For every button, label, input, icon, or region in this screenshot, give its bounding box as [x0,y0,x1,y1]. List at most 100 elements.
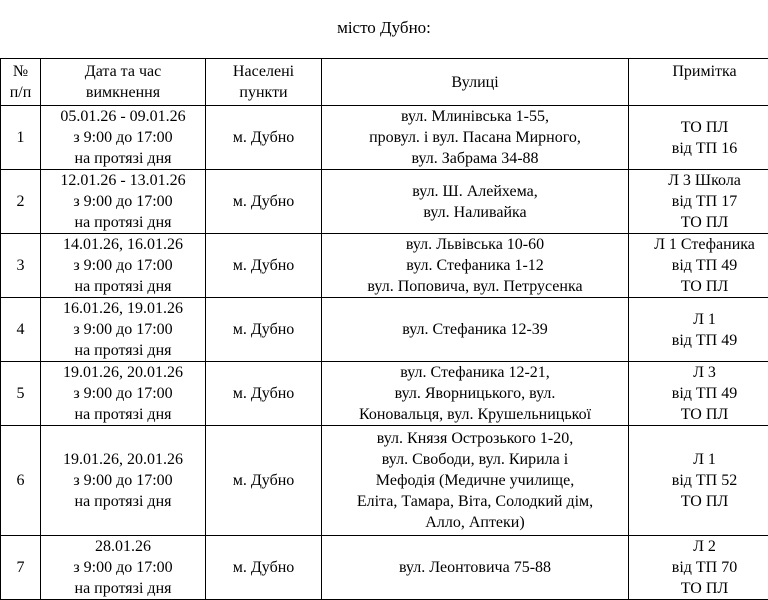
text-line: на протязі дня [74,580,172,597]
streets: вул. Ш. Алейхема, вул. Наливайка [321,169,629,234]
streets: вул. Стефаника 12-21, вул. Яворницького, … [321,361,629,426]
row-number: 3 [0,233,41,298]
settlement: м. Дубно [205,361,322,426]
text-line: з 9:00 до 17:00 [73,559,173,576]
text-line: з 9:00 до 17:00 [73,472,173,489]
text-line: Алло, Аптеки) [425,514,525,531]
text-line: від ТП 49 [671,331,738,349]
text-line: ТО ПЛ [680,214,729,231]
text-line: з 9:00 до 17:00 [73,385,173,402]
table-header-row: № п/п Дата та час вимкнення Населені пункти Ву… [0,58,768,106]
text-line: вул. Львівська 10-60 [405,236,545,253]
text-line: Л 2 [693,538,716,555]
text-line: на протязі дня [74,278,172,295]
streets: вул. Львівська 10-60 вул. Стефаника 1-12 в… [321,233,629,298]
note: Л 1 від ТП 52 ТО ПЛ [628,425,768,536]
text-line: вул. Стефаника 1-12 [406,257,544,274]
text-line: з 9:00 до 17:00 [73,321,173,338]
text-line: на протязі дня [74,214,172,231]
table-row: 4 16.01.26, 19.01.26 з 9:00 до 17:00 на про… [0,297,768,362]
text-line: Л 1 Стефаника [654,236,755,253]
text-line: вул. Наливайка [423,203,527,221]
text-line: на протязі дня [74,406,172,423]
outage-date-time: 19.01.26, 20.01.26 з 9:00 до 17:00 на прот… [40,425,206,536]
text-line: ТО ПЛ [680,580,729,597]
outage-date-time: 16.01.26, 19.01.26 з 9:00 до 17:00 на прот… [40,297,206,362]
text-line: вул. Ш. Алейхема, [412,182,538,200]
text-line: Дата та час [84,63,162,80]
text-line: вул. Млинівська 1-55, [401,108,549,125]
text-line: від ТП 49 [671,385,738,402]
text-line: вул. Свободи, вул. Кирила і [381,451,569,468]
table-row: 7 28.01.26 з 9:00 до 17:00 на протязі дня м.… [0,535,768,600]
text-line: 12.01.26 - 13.01.26 [60,172,186,189]
text-line: Вулиці [451,73,499,91]
text-line: вимкнення [85,84,161,101]
settlement: м. Дубно [205,297,322,362]
streets: вул. Млинівська 1-55, провул. і вул. Паса… [321,105,629,170]
text-line: вул. Поповича, вул. Петрусенка [367,278,583,295]
text-line: Примітка [672,63,737,80]
text-line: вул. Леонтовича 75-88 [398,559,552,576]
text-line: Л 3 [693,364,716,381]
text-line: 05.01.26 - 09.01.26 [60,108,186,125]
note: Л 3 Школа від ТП 17 ТО ПЛ [628,169,768,234]
text-line: № [12,63,29,80]
text-line: з 9:00 до 17:00 [73,193,173,210]
outage-date-time: 19.01.26, 20.01.26 з 9:00 до 17:00 на прот… [40,361,206,426]
outage-date-time: 05.01.26 - 09.01.26 з 9:00 до 17:00 на про… [40,105,206,170]
streets: вул. Леонтовича 75-88 [321,535,629,600]
note: ТО ПЛ від ТП 16 [628,105,768,170]
note: Л 3 від ТП 49 ТО ПЛ [628,361,768,426]
text-line: вул. Яворницького, вул. [394,385,556,402]
row-number: 7 [0,535,41,600]
text-line: з 9:00 до 17:00 [73,129,173,146]
row-number: 2 [0,169,41,234]
text-line: від ТП 16 [671,139,738,157]
table-row: 3 14.01.26, 16.01.26 з 9:00 до 17:00 на про… [0,233,768,298]
settlement: м. Дубно [205,425,322,536]
text-line: ТО ПЛ [680,493,729,510]
text-line: від ТП 17 [671,193,738,210]
outage-date-time: 28.01.26 з 9:00 до 17:00 на протязі дня [40,535,206,600]
table-row: 6 19.01.26, 20.01.26 з 9:00 до 17:00 на про… [0,425,768,536]
text-line: Населені [232,63,295,80]
table-row: 1 05.01.26 - 09.01.26 з 9:00 до 17:00 на пр… [0,105,768,170]
text-line: вул. Стефаника 12-21, [400,364,550,381]
row-number: 5 [0,361,41,426]
outage-date-time: 14.01.26, 16.01.26 з 9:00 до 17:00 на прот… [40,233,206,298]
outage-schedule-table: № п/п Дата та час вимкнення Населені пункти Ву… [0,58,768,600]
text-line: 14.01.26, 16.01.26 [63,236,183,253]
text-line: на протязі дня [74,493,172,510]
text-line: пункти [239,84,288,101]
text-line: ТО ПЛ [680,278,729,295]
text-line: Мефодія (Медичне училище, [375,472,575,489]
document-title: місто Дубно: [337,18,431,37]
text-line: Л 1 [693,451,716,468]
streets: вул. Князя Острозького 1-20, вул. Свободи… [321,425,629,536]
text-line: п/п [9,84,32,101]
header-number: № п/п [0,58,41,106]
text-line: на протязі дня [74,150,172,167]
text-line: на протязі дня [74,342,172,359]
settlement: м. Дубно [205,233,322,298]
text-line: ТО ПЛ [680,406,729,423]
header-streets: Вулиці [321,58,629,106]
table-row: 5 19.01.26, 20.01.26 з 9:00 до 17:00 на про… [0,361,768,426]
text-line: Коновальця, вул. Крушельницької [358,406,592,423]
note: Л 1 Стефаника від ТП 49 ТО ПЛ [628,233,768,298]
text-line: Л 1 [693,310,716,328]
header-date: Дата та час вимкнення [40,58,206,106]
note: Л 1 від ТП 49 [628,297,768,362]
text-line: від ТП 52 [671,472,738,489]
text-line: 16.01.26, 19.01.26 [63,300,183,317]
settlement: м. Дубно [205,105,322,170]
text-line: 19.01.26, 20.01.26 [63,451,183,468]
outage-date-time: 12.01.26 - 13.01.26 з 9:00 до 17:00 на про… [40,169,206,234]
settlement: м. Дубно [205,535,322,600]
text-line: ТО ПЛ [680,118,729,136]
text-line: вул. Забрама 34-88 [411,150,539,167]
text-line: вул. Князя Острозького 1-20, [376,430,574,447]
text-line: Еліта, Тамара, Віта, Солодкий дім, [356,493,594,510]
text-line: від ТП 70 [671,559,738,576]
